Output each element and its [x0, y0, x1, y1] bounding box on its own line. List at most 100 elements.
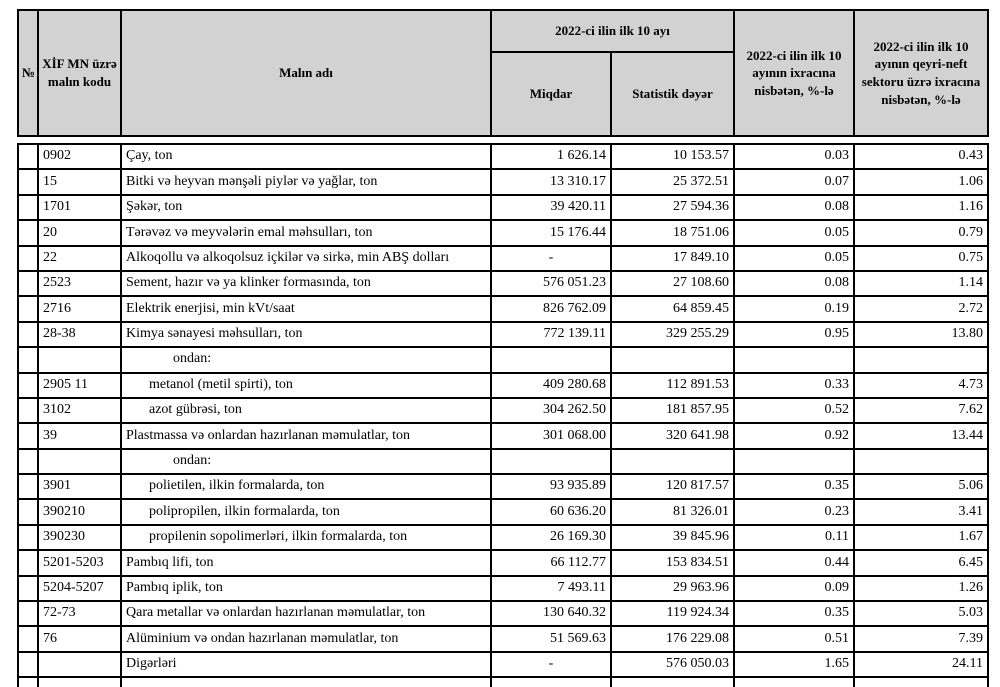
statistical-value-cell: 17 849.10	[610, 244, 735, 272]
commodity-code-cell: 28-38	[37, 320, 122, 349]
table-row: 3102 azot gübrəsi, ton 304 262.50 181 857.9…	[17, 396, 989, 425]
commodity-name-cell: azot gübrəsi, ton	[120, 396, 492, 425]
column-header-commodity-code: XİF MN üzrə malın kodu	[37, 9, 122, 137]
cropped-cell	[490, 676, 612, 687]
statistical-value-cell: 153 834.51	[610, 549, 735, 577]
row-number-cell	[17, 600, 39, 628]
table-row: 76 Alüminium və ondan hazırlanan məmulatl…	[17, 625, 989, 653]
row-number-cell	[17, 523, 39, 552]
statistical-value-cell: 27 594.36	[610, 193, 735, 222]
quantity-cell: 576 051.23	[490, 269, 612, 298]
column-group-header-period: 2022-ci ilin ilk 10 ayı	[490, 9, 735, 53]
quantity-cell: 26 169.30	[490, 523, 612, 552]
row-number-cell	[17, 422, 39, 450]
table-row: 0902 Çay, ton 1 626.14 10 153.57 0.03 0.43	[17, 142, 989, 171]
share-of-export-cell: 0.52	[733, 396, 855, 425]
share-of-nonoil-export-cell: 24.11	[853, 650, 989, 679]
statistical-value-cell: 81 326.01	[610, 498, 735, 526]
table-row: 2716 Elektrik enerjisi, min kVt/saat 826 7…	[17, 295, 989, 323]
row-number-cell	[17, 625, 39, 653]
share-of-nonoil-export-cell: 1.06	[853, 168, 989, 196]
commodity-code-cell: 2716	[37, 295, 122, 323]
commodity-name-cell: Alkoqollu və alkoqolsuz içkilər və sirkə…	[120, 244, 492, 272]
table-row: 390210 polipropilen, ilkin formalarda, to…	[17, 498, 989, 526]
statistical-value-cell: 576 050.03	[610, 650, 735, 679]
row-number-cell	[17, 244, 39, 272]
quantity-cell: 51 569.63	[490, 625, 612, 653]
share-of-nonoil-export-cell: 6.45	[853, 549, 989, 577]
commodity-name-cell: Alüminium və ondan hazırlanan məmulatlar…	[120, 625, 492, 653]
commodity-name-cell: Elektrik enerjisi, min kVt/saat	[120, 295, 492, 323]
commodity-code-cell: 0902	[37, 142, 122, 171]
commodity-code-cell: 2905 11	[37, 371, 122, 399]
commodity-name-cell: Kimya sənayesi məhsulları, ton	[120, 320, 492, 349]
table-row: 5201-5203 Pambıq lifi, ton 66 112.77 153 83…	[17, 549, 989, 577]
column-header-share-of-nonoil-export: 2022-ci ilin ilk 10 ayının qeyri-neft se…	[853, 9, 989, 137]
statistical-value-cell: 176 229.08	[610, 625, 735, 653]
share-of-nonoil-export-cell: 5.03	[853, 600, 989, 628]
table-row: ondan:	[17, 447, 989, 476]
row-number-cell	[17, 650, 39, 679]
statistical-value-cell: 10 153.57	[610, 142, 735, 171]
cropped-cell	[853, 676, 989, 687]
column-header-quantity: Miqdar	[490, 51, 612, 137]
cropped-cell	[610, 676, 735, 687]
commodity-name-cell: Çay, ton	[120, 142, 492, 171]
share-of-nonoil-export-cell	[853, 346, 989, 374]
quantity-cell: 304 262.50	[490, 396, 612, 425]
row-number-cell	[17, 219, 39, 247]
commodity-code-cell	[37, 346, 122, 374]
quantity-cell: 7 493.11	[490, 574, 612, 603]
commodity-name-cell: polipropilen, ilkin formalarda, ton	[120, 498, 492, 526]
statistical-value-cell	[610, 447, 735, 476]
commodity-name-cell: ondan:	[120, 447, 492, 476]
row-number-cell	[17, 193, 39, 222]
commodity-code-cell: 1701	[37, 193, 122, 222]
commodity-name-cell: Tərəvəz və meyvələrin emal məhsulları, t…	[120, 219, 492, 247]
row-number-cell	[17, 142, 39, 171]
commodity-name-cell: Qara metallar və onlardan hazırlanan məm…	[120, 600, 492, 628]
share-of-export-cell: 0.11	[733, 523, 855, 552]
table-row: 390230 propilenin sopolimerləri, ilkin fo…	[17, 523, 989, 552]
quantity-cell	[490, 346, 612, 374]
share-of-export-cell	[733, 346, 855, 374]
row-number-cell	[17, 269, 39, 298]
quantity-cell: -	[490, 650, 612, 679]
statistical-value-cell: 27 108.60	[610, 269, 735, 298]
share-of-nonoil-export-cell: 5.06	[853, 473, 989, 501]
quantity-cell: 93 935.89	[490, 473, 612, 501]
share-of-export-cell: 0.35	[733, 473, 855, 501]
commodity-code-cell: 390230	[37, 523, 122, 552]
commodity-name-cell: Plastmassa və onlardan hazırlanan məmula…	[120, 422, 492, 450]
quantity-cell: 66 112.77	[490, 549, 612, 577]
cropped-cell	[37, 676, 122, 687]
quantity-cell: 130 640.32	[490, 600, 612, 628]
commodity-name-cell: Pambıq lifi, ton	[120, 549, 492, 577]
share-of-export-cell	[733, 447, 855, 476]
quantity-cell: 772 139.11	[490, 320, 612, 349]
statistical-value-cell: 120 817.57	[610, 473, 735, 501]
quantity-cell	[490, 447, 612, 476]
share-of-export-cell: 0.92	[733, 422, 855, 450]
share-of-export-cell: 0.33	[733, 371, 855, 399]
commodity-code-cell: 76	[37, 625, 122, 653]
share-of-export-cell: 0.35	[733, 600, 855, 628]
row-number-cell	[17, 473, 39, 501]
share-of-nonoil-export-cell: 0.79	[853, 219, 989, 247]
share-of-export-cell: 0.51	[733, 625, 855, 653]
statistical-value-cell: 29 963.96	[610, 574, 735, 603]
commodity-code-cell	[37, 447, 122, 476]
share-of-export-cell: 0.95	[733, 320, 855, 349]
share-of-nonoil-export-cell: 0.43	[853, 142, 989, 171]
quantity-cell: 301 068.00	[490, 422, 612, 450]
export-table-header: № XİF MN üzrə malın kodu Malın adı 2022-…	[17, 9, 989, 137]
commodity-code-cell	[37, 650, 122, 679]
share-of-export-cell: 0.19	[733, 295, 855, 323]
statistical-value-cell: 329 255.29	[610, 320, 735, 349]
commodity-name-cell: Sement, hazır və ya klinker formasında, …	[120, 269, 492, 298]
share-of-export-cell: 0.08	[733, 193, 855, 222]
commodity-code-cell: 2523	[37, 269, 122, 298]
table-row: ondan:	[17, 346, 989, 374]
table-row: 5204-5207 Pambıq iplik, ton 7 493.11 29 963…	[17, 574, 989, 603]
